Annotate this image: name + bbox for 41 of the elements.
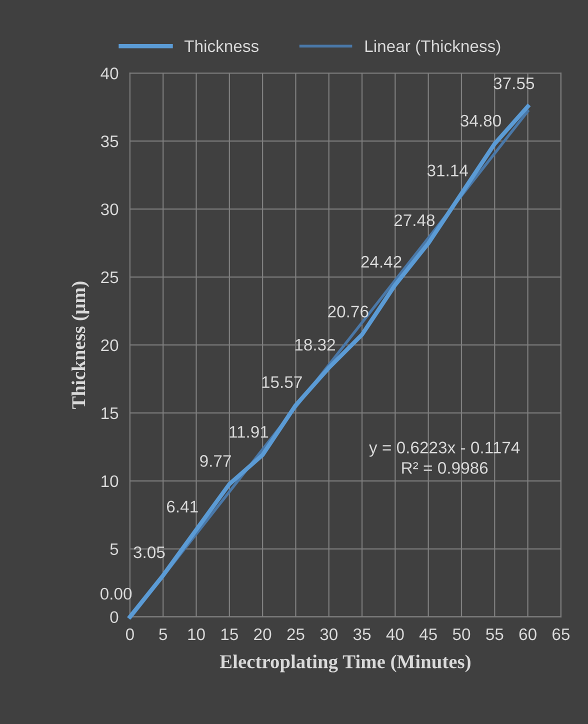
y-tick-label: 40 xyxy=(100,68,118,80)
x-tick-label: 40 xyxy=(386,628,404,640)
data-label: 0.00 xyxy=(100,588,132,600)
y-axis-title: Thickness (µm) xyxy=(72,282,90,409)
x-tick-label: 45 xyxy=(419,628,437,640)
data-label: 6.41 xyxy=(166,500,198,513)
data-label: 27.48 xyxy=(394,214,435,226)
y-tick-label: 15 xyxy=(102,408,118,420)
data-label: 18.32 xyxy=(295,338,336,351)
x-tick-label: 50 xyxy=(452,628,470,640)
x-tick-label: 55 xyxy=(486,628,504,640)
legend-label: Linear (Thickness) xyxy=(365,40,500,56)
data-label: 24.42 xyxy=(361,256,402,268)
x-tick-label: 5 xyxy=(159,628,168,640)
data-label: 15.57 xyxy=(262,376,302,388)
data-label: 34.80 xyxy=(460,114,501,127)
x-axis-title: Electroplating Time (Minutes) xyxy=(220,654,470,672)
x-tick-label: 65 xyxy=(552,628,570,640)
data-label: 37.55 xyxy=(494,77,534,90)
x-tick-label: 60 xyxy=(519,628,536,640)
y-tick-label: 25 xyxy=(101,271,118,284)
y-tick-label: 35 xyxy=(100,135,118,148)
annotation: y = 0.6223x - 0.1174 R² = 0.9986 xyxy=(369,442,520,474)
x-tick-label: 25 xyxy=(287,628,304,640)
data-label: 9.77 xyxy=(200,455,231,467)
x-tick-label: 0 xyxy=(126,628,134,640)
data-label: 3.05 xyxy=(134,546,165,558)
y-tick-label: 0 xyxy=(110,611,118,624)
x-tick-label: 10 xyxy=(188,628,205,640)
data-label: 31.14 xyxy=(427,164,468,176)
legend-label: Thickness xyxy=(184,40,259,52)
y-tick-label: 20 xyxy=(101,339,118,352)
y-tick-label: 10 xyxy=(102,475,118,488)
x-tick-label: 15 xyxy=(221,628,238,640)
y-tick-label: 30 xyxy=(100,203,118,216)
x-tick-label: 35 xyxy=(353,628,371,640)
y-tick-label: 5 xyxy=(110,543,118,556)
data-label: 20.76 xyxy=(328,306,368,318)
data-label: 11.91 xyxy=(230,426,268,438)
x-tick-label: 30 xyxy=(320,628,338,640)
x-tick-label: 20 xyxy=(254,628,272,640)
